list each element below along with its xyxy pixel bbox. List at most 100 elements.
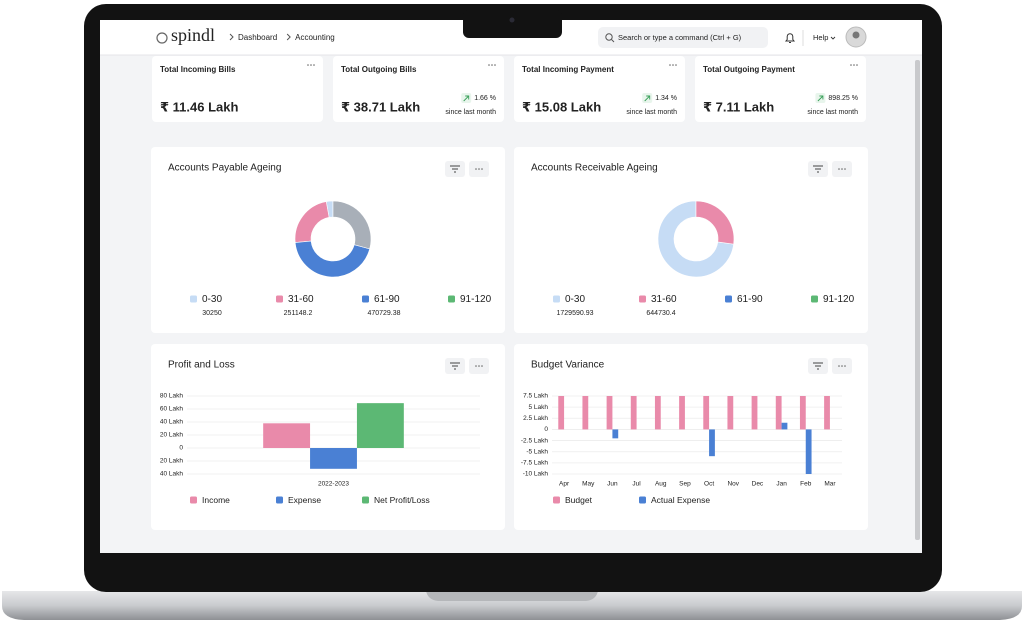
- legend-label: Expense: [288, 495, 321, 505]
- legend-swatch: [639, 295, 646, 303]
- scrollbar[interactable]: [915, 60, 920, 540]
- filter-icon: [813, 362, 823, 370]
- y-tick-label: -7.5 Lakh: [521, 460, 548, 467]
- more-dot: [310, 64, 312, 66]
- kpi-value: ₹ 11.46 Lakh: [160, 99, 238, 114]
- chevron-down: [830, 36, 836, 40]
- chart-title: Profit and Loss: [168, 360, 235, 371]
- more-dot: [475, 365, 477, 367]
- legend-swatch: [553, 496, 560, 504]
- search-placeholder: Search or type a command (Ctrl + G): [618, 33, 742, 42]
- more-dot: [838, 168, 840, 170]
- chart-panel: [514, 344, 868, 530]
- legend-value: 251148.2: [284, 310, 313, 317]
- logo-icon: [156, 32, 168, 44]
- search-box[interactable]: [598, 27, 768, 48]
- trend-arrow: [463, 95, 470, 102]
- bar: [263, 423, 311, 448]
- bar: [654, 396, 661, 430]
- bar: [630, 396, 637, 430]
- y-tick-label: 20 Lakh: [160, 458, 184, 465]
- more-dot: [475, 168, 477, 170]
- breadcrumb-item[interactable]: Accounting: [295, 33, 335, 42]
- bar: [612, 429, 619, 439]
- legend-label: 91-120: [823, 294, 855, 305]
- bar: [310, 448, 357, 469]
- trend-arrow: [817, 95, 824, 102]
- legend-label: 91-120: [460, 294, 492, 305]
- x-tick-label: Sep: [679, 481, 691, 488]
- donut-slice: [695, 200, 735, 245]
- chevron: [229, 33, 234, 41]
- x-tick-label: Mar: [824, 481, 836, 488]
- bar: [606, 396, 613, 430]
- chart-title: Budget Variance: [531, 360, 605, 371]
- y-tick-label: 40 Lakh: [160, 471, 184, 478]
- donut-slice: [294, 240, 371, 278]
- search-icon: [605, 33, 613, 41]
- legend-label: 61-90: [737, 294, 763, 305]
- more-dot: [838, 365, 840, 367]
- y-tick-label: -2.5 Lakh: [521, 437, 548, 444]
- y-tick-label: 40 Lakh: [160, 419, 184, 426]
- more-dot: [841, 168, 843, 170]
- breadcrumb-item[interactable]: Dashboard: [238, 33, 277, 42]
- laptop-base: [2, 591, 1022, 620]
- kpi-change: 898.25 %: [828, 95, 858, 102]
- kpi-title: Total Outgoing Bills: [341, 65, 417, 74]
- legend-label: 31-60: [651, 294, 677, 305]
- legend-value: 470729.38: [367, 310, 400, 317]
- more-dot: [669, 64, 671, 66]
- chart-panel: [151, 147, 505, 333]
- more-dot: [481, 168, 483, 170]
- kpi-note: since last month: [807, 109, 858, 116]
- x-tick-label: Feb: [800, 481, 812, 488]
- dashboard: spindl Dashboard Accounting Search or type …: [151, 25, 868, 530]
- y-tick-label: 60 Lakh: [160, 406, 184, 413]
- legend-label: 0-30: [565, 294, 585, 305]
- chart-title: Accounts Receivable Ageing: [531, 163, 658, 174]
- base-notch: [426, 591, 598, 601]
- more-dot: [307, 64, 309, 66]
- chart-title: Accounts Payable Ageing: [168, 163, 281, 174]
- bar: [775, 396, 782, 430]
- legend-swatch: [553, 295, 560, 303]
- x-tick-label: Nov: [727, 481, 739, 488]
- more-dot: [844, 168, 846, 170]
- legend-label: Income: [202, 495, 230, 505]
- legend-swatch: [448, 295, 455, 303]
- kpi-title: Total Incoming Bills: [160, 65, 236, 74]
- more-dot: [853, 64, 855, 66]
- legend-value: 30250: [202, 310, 222, 317]
- legend-swatch: [639, 496, 646, 504]
- donut-slice: [657, 200, 734, 278]
- bar: [356, 403, 404, 448]
- x-tick-label: Apr: [559, 481, 570, 488]
- more-dot: [672, 64, 674, 66]
- bell-icon[interactable]: [784, 33, 796, 43]
- x-tick-label: May: [582, 481, 595, 488]
- kpi-card: [333, 56, 504, 122]
- y-tick-label: 80 Lakh: [160, 393, 184, 400]
- y-tick-label: 0: [544, 426, 548, 433]
- bar: [582, 396, 589, 430]
- legend-swatch: [362, 295, 369, 303]
- avatar-face: [852, 31, 860, 39]
- bar: [824, 396, 830, 430]
- chart-panel: [151, 344, 505, 530]
- y-tick-label: -5 Lakh: [526, 448, 548, 455]
- kpi-note: since last month: [626, 109, 677, 116]
- bar: [679, 396, 685, 430]
- more-dot: [675, 64, 677, 66]
- legend-label: 31-60: [288, 294, 314, 305]
- legend-swatch: [725, 295, 732, 303]
- kpi-card: [152, 56, 323, 122]
- bar: [703, 396, 710, 430]
- kpi-value: ₹ 15.08 Lakh: [522, 99, 601, 114]
- legend-swatch: [811, 295, 818, 303]
- legend-label: Actual Expense: [651, 495, 710, 505]
- bar: [558, 396, 565, 430]
- help-menu[interactable]: Help: [813, 33, 828, 42]
- more-dot: [488, 64, 490, 66]
